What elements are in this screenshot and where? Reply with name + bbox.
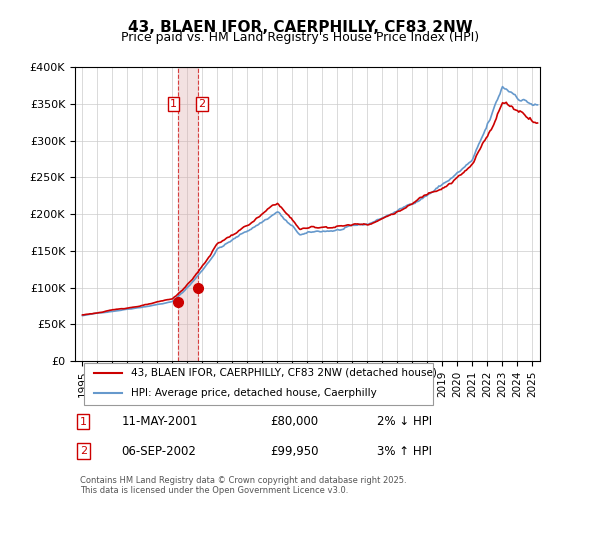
Text: Contains HM Land Registry data © Crown copyright and database right 2025.
This d: Contains HM Land Registry data © Crown c…: [80, 475, 406, 495]
FancyBboxPatch shape: [84, 363, 433, 405]
Text: 43, BLAEN IFOR, CAERPHILLY, CF83 2NW (detached house): 43, BLAEN IFOR, CAERPHILLY, CF83 2NW (de…: [131, 367, 437, 377]
Text: HPI: Average price, detached house, Caerphilly: HPI: Average price, detached house, Caer…: [131, 388, 377, 398]
Text: 11-MAY-2001: 11-MAY-2001: [121, 415, 198, 428]
Text: 2% ↓ HPI: 2% ↓ HPI: [377, 415, 433, 428]
Bar: [178, 67, 197, 361]
Text: 06-SEP-2002: 06-SEP-2002: [121, 445, 196, 458]
Text: Price paid vs. HM Land Registry's House Price Index (HPI): Price paid vs. HM Land Registry's House …: [121, 31, 479, 44]
Text: 1: 1: [170, 99, 177, 109]
Text: £99,950: £99,950: [270, 445, 319, 458]
Text: 3% ↑ HPI: 3% ↑ HPI: [377, 445, 432, 458]
Text: 43, BLAEN IFOR, CAERPHILLY, CF83 2NW: 43, BLAEN IFOR, CAERPHILLY, CF83 2NW: [128, 20, 472, 35]
Text: 2: 2: [199, 99, 206, 109]
Text: £80,000: £80,000: [270, 415, 319, 428]
Text: 2: 2: [80, 446, 87, 456]
Text: 1: 1: [80, 417, 86, 427]
